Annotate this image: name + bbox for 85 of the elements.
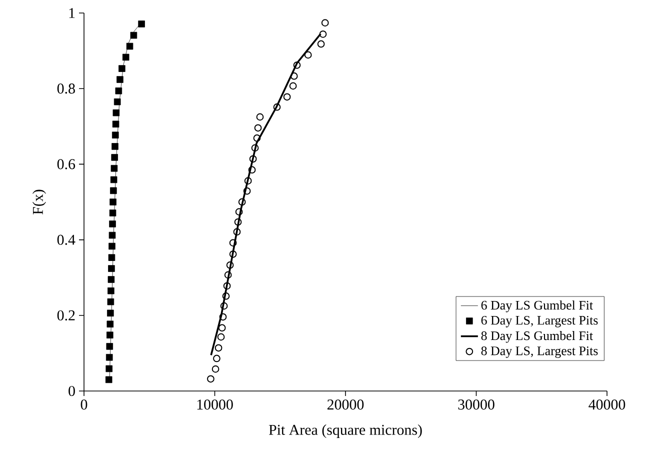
- point: [112, 143, 118, 150]
- point: [220, 302, 228, 310]
- point: [219, 313, 227, 321]
- point: [114, 98, 121, 106]
- point: [256, 113, 264, 121]
- point: [115, 87, 122, 94]
- point: [112, 109, 120, 116]
- point: [107, 310, 114, 317]
- point: [319, 30, 327, 38]
- point: [293, 61, 301, 69]
- point: [109, 220, 116, 228]
- point: [254, 124, 262, 132]
- point: [304, 51, 312, 59]
- point: [116, 76, 124, 83]
- point: [108, 265, 115, 272]
- point: [106, 332, 114, 338]
- point: [126, 42, 134, 50]
- point: [243, 187, 251, 195]
- point: [122, 54, 130, 61]
- point: [244, 177, 252, 185]
- point: [223, 282, 231, 290]
- point: [207, 375, 214, 383]
- point: [138, 20, 145, 28]
- point: [106, 354, 113, 361]
- legend-label: 6 Day LS, Largest Pits: [481, 316, 598, 328]
- y-tick-label: 0.2: [57, 310, 75, 320]
- point: [108, 242, 116, 250]
- point: [229, 250, 237, 258]
- legend-label: 6 Day LS Gumbel Fit: [481, 300, 593, 312]
- x-tick-label: 10000: [197, 400, 233, 410]
- point: [110, 176, 118, 184]
- point: [238, 198, 246, 206]
- point: [321, 19, 329, 27]
- point: [253, 134, 261, 142]
- point: [107, 298, 114, 306]
- x-tick-label: 30000: [458, 400, 494, 410]
- point: [110, 198, 116, 206]
- point: [214, 344, 222, 352]
- y-tick-label: 0.8: [57, 84, 75, 94]
- point: [212, 365, 220, 373]
- x-axis-title: Pit Area (square microns): [268, 424, 422, 438]
- point: [226, 261, 234, 269]
- legend-label: 8 Day LS, Largest Pits: [481, 346, 598, 358]
- point: [106, 365, 112, 372]
- point: [217, 333, 225, 341]
- legend-label: 8 Day LS Gumbel Fit: [481, 331, 593, 343]
- point: [218, 324, 226, 332]
- point: [110, 187, 117, 194]
- y-tick-label: 0.6: [57, 159, 76, 170]
- point: [283, 93, 291, 101]
- point: [109, 210, 116, 216]
- point: [105, 376, 112, 384]
- point: [234, 218, 242, 226]
- point: [111, 154, 118, 161]
- point: [112, 120, 120, 128]
- point: [222, 292, 230, 300]
- point: [108, 254, 116, 261]
- point: [248, 166, 256, 174]
- point: [251, 144, 259, 152]
- point: [235, 208, 243, 216]
- point: [213, 354, 220, 362]
- point: [106, 320, 114, 328]
- point: [233, 228, 241, 236]
- y-tick-label: 1: [69, 8, 75, 18]
- point: [108, 276, 115, 283]
- point: [229, 239, 237, 247]
- x-tick-label: 20000: [327, 400, 364, 410]
- point: [108, 287, 114, 294]
- point: [224, 271, 232, 279]
- point: [118, 65, 126, 72]
- point: [108, 232, 116, 239]
- y-axis-title: F(x): [32, 190, 46, 214]
- point: [130, 32, 138, 39]
- point: [106, 343, 114, 350]
- y-tick-label: 0: [68, 386, 75, 396]
- point: [110, 164, 118, 172]
- point: [249, 155, 257, 163]
- x-tick-label: 40000: [588, 400, 626, 410]
- y-tick-label: 0.4: [57, 234, 76, 245]
- point: [290, 72, 298, 80]
- point: [317, 40, 325, 48]
- point: [112, 132, 119, 138]
- x-tick-label: 0: [80, 400, 88, 410]
- point: [289, 82, 297, 90]
- point: [273, 103, 281, 111]
